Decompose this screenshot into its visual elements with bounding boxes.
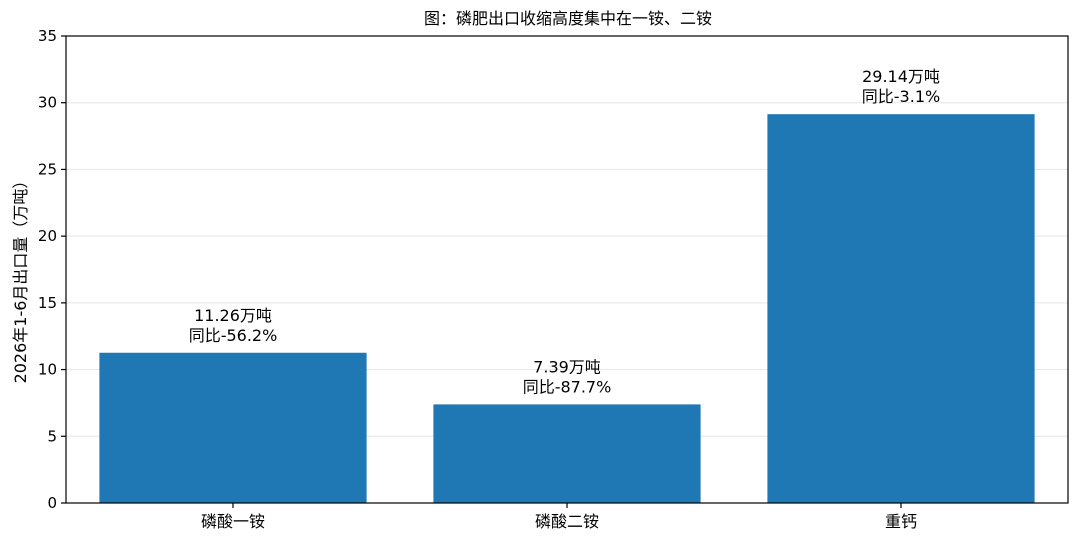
- chart-title: 图：磷肥出口收缩高度集中在一铵、二铵: [424, 9, 712, 28]
- data-label: 同比-56.2%: [189, 326, 278, 345]
- y-tick-label: 35: [38, 27, 57, 45]
- y-tick-label: 10: [38, 361, 57, 379]
- bars: [99, 114, 1035, 503]
- y-tick-label: 0: [47, 494, 57, 512]
- x-tick-label: 重钙: [885, 512, 917, 531]
- data-label: 7.39万吨: [533, 357, 601, 376]
- y-tick-label: 5: [47, 427, 57, 445]
- bar: [767, 114, 1035, 503]
- axes: 0 5 10 15 20 25 30 35 磷酸一铵 磷酸二铵 重钙: [38, 27, 1069, 531]
- y-tick-label: 25: [38, 160, 57, 178]
- x-tick-label: 磷酸一铵: [201, 512, 265, 531]
- x-tick-label: 磷酸二铵: [535, 512, 599, 531]
- y-tick-label: 15: [38, 294, 57, 312]
- y-tick-label: 30: [38, 94, 57, 112]
- y-tick-label: 20: [38, 227, 57, 245]
- data-label: 11.26万吨: [194, 306, 272, 325]
- data-label: 同比-3.1%: [862, 87, 940, 106]
- y-axis-label: 2026年1-6月出口量（万吨）: [11, 173, 30, 384]
- bar: [433, 404, 701, 503]
- data-label: 29.14万吨: [862, 67, 940, 86]
- plot-frame: [65, 35, 1069, 504]
- bar: [99, 352, 367, 503]
- data-label: 同比-87.7%: [523, 377, 612, 396]
